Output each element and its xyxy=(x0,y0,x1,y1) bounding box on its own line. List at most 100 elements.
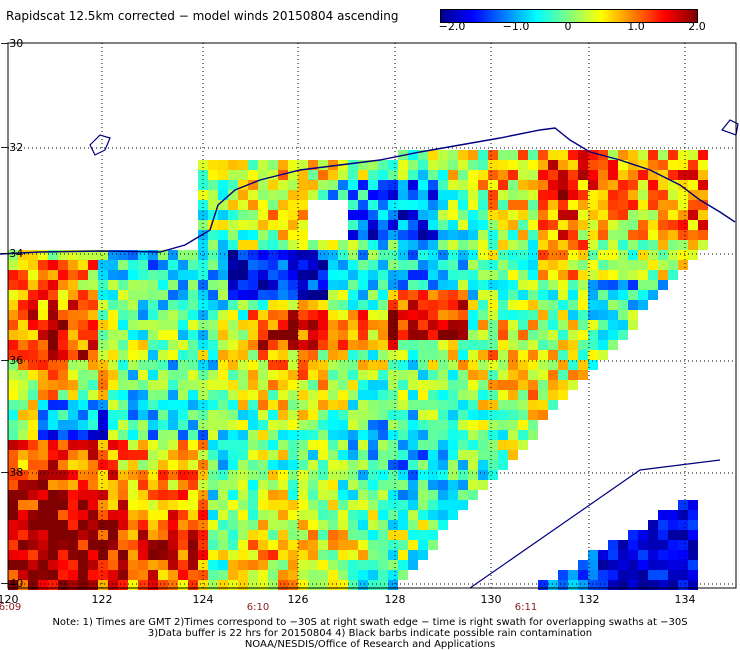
wind-cell xyxy=(28,380,38,390)
wind-cell xyxy=(148,390,158,400)
wind-cell xyxy=(138,310,148,320)
wind-cell xyxy=(638,240,648,250)
wind-cell xyxy=(668,260,678,270)
wind-cell xyxy=(228,170,238,180)
wind-cell xyxy=(228,190,238,200)
wind-cell xyxy=(68,430,78,440)
wind-cell xyxy=(598,170,608,180)
wind-cell xyxy=(338,390,348,400)
wind-cell xyxy=(378,500,388,510)
wind-cell xyxy=(528,280,538,290)
wind-cell xyxy=(108,520,118,530)
wind-cell xyxy=(578,580,588,590)
wind-cell xyxy=(118,290,128,300)
wind-cell xyxy=(558,570,568,580)
wind-cell xyxy=(68,370,78,380)
wind-cell xyxy=(348,510,358,520)
wind-cell xyxy=(368,440,378,450)
wind-cell xyxy=(548,340,558,350)
wind-cell xyxy=(578,570,588,580)
wind-cell xyxy=(538,290,548,300)
wind-cell xyxy=(98,490,108,500)
wind-cell xyxy=(368,580,378,590)
wind-cell xyxy=(348,360,358,370)
wind-cell xyxy=(418,270,428,280)
wind-cell xyxy=(508,150,518,160)
wind-cell xyxy=(148,430,158,440)
wind-cell xyxy=(168,260,178,270)
wind-cell xyxy=(298,300,308,310)
wind-cell xyxy=(448,160,458,170)
plot-frame xyxy=(7,42,737,589)
wind-cell xyxy=(488,390,498,400)
wind-cell xyxy=(548,370,558,380)
wind-cell xyxy=(438,430,448,440)
wind-cell xyxy=(178,270,188,280)
wind-cell xyxy=(248,440,258,450)
wind-cell xyxy=(638,160,648,170)
wind-cell xyxy=(188,270,198,280)
wind-cell xyxy=(218,360,228,370)
wind-cell xyxy=(208,400,218,410)
wind-cell xyxy=(388,250,398,260)
wind-cell xyxy=(238,160,248,170)
wind-cell xyxy=(428,260,438,270)
wind-cell xyxy=(508,450,518,460)
wind-cell xyxy=(28,280,38,290)
wind-cell xyxy=(358,350,368,360)
wind-cell xyxy=(308,280,318,290)
wind-cell xyxy=(518,170,528,180)
wind-cell xyxy=(38,330,48,340)
wind-cell xyxy=(658,550,668,560)
wind-cell xyxy=(618,310,628,320)
wind-cell xyxy=(418,350,428,360)
wind-cell xyxy=(308,410,318,420)
wind-cell xyxy=(88,430,98,440)
wind-cell xyxy=(258,440,268,450)
wind-cell xyxy=(148,530,158,540)
wind-cell xyxy=(618,270,628,280)
wind-cell xyxy=(298,450,308,460)
wind-cell xyxy=(348,220,358,230)
wind-cell xyxy=(688,150,698,160)
wind-cell xyxy=(398,470,408,480)
wind-cell xyxy=(498,370,508,380)
wind-cell xyxy=(178,400,188,410)
wind-cell xyxy=(428,160,438,170)
wind-cell xyxy=(498,460,508,470)
wind-cell xyxy=(538,200,548,210)
wind-cell xyxy=(298,530,308,540)
wind-cell xyxy=(158,250,168,260)
wind-cell xyxy=(628,320,638,330)
wind-cell xyxy=(8,250,18,260)
wind-cell xyxy=(298,440,308,450)
wind-cell xyxy=(158,280,168,290)
wind-cell xyxy=(168,460,178,470)
wind-cell xyxy=(528,340,538,350)
wind-cell xyxy=(398,360,408,370)
wind-cell xyxy=(618,170,628,180)
wind-cell xyxy=(238,270,248,280)
wind-cell xyxy=(238,310,248,320)
wind-cell xyxy=(448,280,458,290)
wind-cell xyxy=(428,450,438,460)
latitude-label: −38 xyxy=(0,466,24,479)
wind-cell xyxy=(348,570,358,580)
wind-cell xyxy=(378,210,388,220)
wind-cell xyxy=(198,500,208,510)
wind-cell xyxy=(468,180,478,190)
wind-cell xyxy=(68,390,78,400)
wind-cell xyxy=(518,250,528,260)
wind-cell xyxy=(128,370,138,380)
wind-cell xyxy=(448,250,458,260)
wind-cell xyxy=(478,410,488,420)
wind-cell xyxy=(8,470,18,480)
wind-cell xyxy=(268,190,278,200)
wind-cell xyxy=(228,500,238,510)
wind-cell xyxy=(608,210,618,220)
wind-cell xyxy=(258,410,268,420)
wind-cell xyxy=(98,460,108,470)
wind-cell xyxy=(388,270,398,280)
wind-cell xyxy=(408,330,418,340)
wind-cell xyxy=(518,190,528,200)
